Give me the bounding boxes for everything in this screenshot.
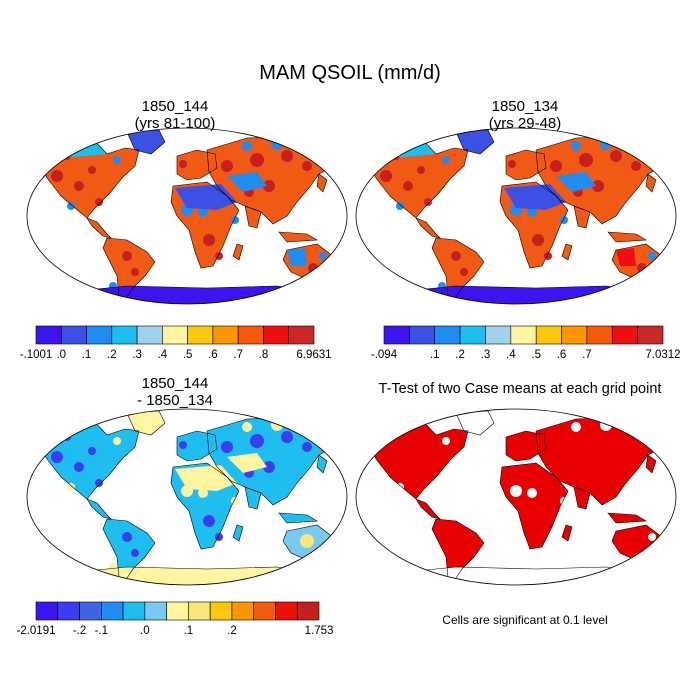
cb2-swatch-6	[535, 325, 562, 345]
panel3-title-line2: - 1850_134	[137, 392, 213, 409]
cb3-swatch-10	[253, 601, 276, 621]
cb3-swatch-3	[101, 601, 124, 621]
cb1-label-8: .7	[233, 349, 243, 361]
cb2-swatch-5	[510, 325, 537, 345]
cb3-swatch-1	[57, 601, 80, 621]
cb2-label-7: .6	[557, 349, 567, 361]
cb1-swatch-3	[111, 325, 138, 345]
panel4-title: T-Test of two Case means at each grid po…	[350, 381, 690, 398]
cb3-swatch-11	[275, 601, 298, 621]
cb3-label-0: -2.0191	[16, 625, 55, 637]
cb2-label-4: .3	[481, 349, 491, 361]
cb2-swatch-3	[459, 325, 486, 345]
cb1-label-2: .1	[82, 349, 92, 361]
cb3-label-2: -.2	[73, 625, 86, 637]
cb3-swatch-0	[35, 601, 59, 621]
map-panel4-border	[355, 408, 677, 586]
panel3-title-line1: 1850_144	[141, 375, 209, 392]
cb1-label-7: .6	[208, 349, 218, 361]
panel3-title: 1850_144 - 1850_134	[75, 375, 275, 409]
map-panel3	[26, 408, 348, 586]
map-panel1-border	[26, 127, 348, 305]
cb3-label-3: -.1	[95, 625, 108, 637]
cb1-label-0: -.1001	[20, 349, 53, 361]
cb3-label-9: .2	[227, 625, 237, 637]
cb2-label-0: -.094	[371, 349, 398, 361]
cb3-swatch-2	[79, 601, 102, 621]
cb2-swatch-9	[611, 325, 638, 345]
cb1-swatch-9	[263, 325, 290, 345]
map-panel3-border	[26, 408, 348, 586]
cb3-swatch-9	[231, 601, 254, 621]
panel2-title-line1: 1850_134	[491, 98, 559, 115]
cb3-swatch-5	[144, 601, 167, 621]
cb2-swatch-10	[637, 325, 664, 345]
cb1-label-6: .5	[183, 349, 193, 361]
cb3-label-5: .0	[140, 625, 150, 637]
cb2-swatch-4	[485, 325, 512, 345]
cb1-swatch-6	[187, 325, 214, 345]
cb1-label-4: .3	[132, 349, 142, 361]
cb1-swatch-1	[60, 325, 87, 345]
cb2-label-5: .4	[506, 349, 516, 361]
cb1-swatch-7	[212, 325, 239, 345]
cb1-swatch-2	[86, 325, 113, 345]
cb2-swatch-1	[409, 325, 436, 345]
cb1-label-9: .8	[259, 349, 269, 361]
cb1-swatch-5	[162, 325, 188, 345]
cb3-swatch-8	[209, 601, 233, 621]
cb1-swatch-10	[288, 325, 315, 345]
panel1-title-line1: 1850_144	[141, 98, 209, 115]
cb1-label-5: .4	[158, 349, 168, 361]
cb3-swatch-6	[166, 601, 189, 621]
panel4-title-line1: T-Test of two Case means at each grid po…	[378, 381, 662, 397]
cb1-swatch-0	[35, 325, 62, 345]
map-panel2-border	[355, 127, 677, 305]
map-panel4	[355, 408, 677, 586]
cb2-label-6: .5	[531, 349, 541, 361]
cb1-label-1: .0	[56, 349, 66, 361]
cb2-swatch-0	[383, 325, 410, 345]
cb1-swatch-8	[237, 325, 264, 345]
cb3-label-7: .1	[184, 625, 194, 637]
cb1-label-3: .2	[107, 349, 117, 361]
colorbar-panel1: -.1001.0 .1 .2 .3 .4 .5 .6 .7 .8 6.9631	[20, 325, 332, 361]
cb3-swatch-7	[188, 601, 211, 621]
colorbar-panel3: -2.0191 -.2 -.1 .0 .1 .2 1.753	[16, 601, 334, 637]
significance-note: Cells are significant at 0.1 level	[442, 613, 608, 627]
main-title: MAM QSOIL (mm/d)	[259, 62, 441, 84]
cb2-label-2: .1	[430, 349, 440, 361]
cb1-label-10: 6.9631	[296, 349, 331, 361]
map-panel2	[355, 127, 677, 305]
cb3-swatch-4	[122, 601, 146, 621]
cb2-swatch-7	[561, 325, 588, 345]
cb2-swatch-8	[586, 325, 613, 345]
map-panel1	[26, 127, 348, 305]
cb2-label-8: .7	[582, 349, 592, 361]
cb3-label-12: 1.753	[305, 625, 334, 637]
cb2-label-10: 7.0312	[645, 349, 680, 361]
cb2-label-3: .2	[455, 349, 465, 361]
colorbar-panel2: -.094 .1 .2 .3 .4 .5 .6 .7 7.0312	[371, 325, 681, 361]
cb2-swatch-2	[434, 325, 461, 345]
cb1-swatch-4	[136, 325, 163, 345]
cb3-swatch-12	[296, 601, 320, 621]
